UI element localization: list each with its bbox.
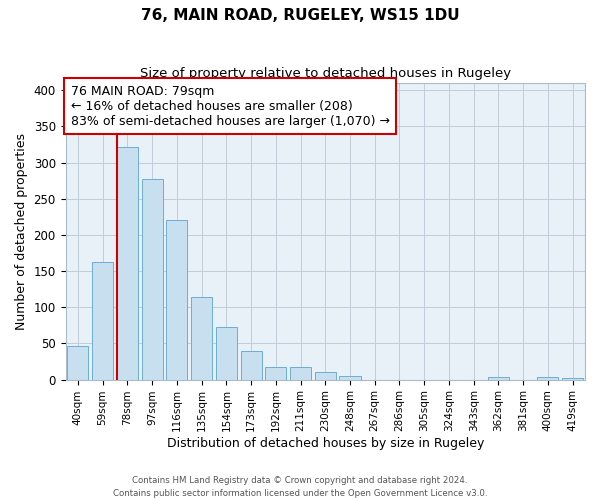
Text: 76 MAIN ROAD: 79sqm
← 16% of detached houses are smaller (208)
83% of semi-detac: 76 MAIN ROAD: 79sqm ← 16% of detached ho… (71, 84, 390, 128)
Bar (265, 366, 286, 380)
Bar (538, 378, 559, 380)
Bar (241, 352, 262, 380)
Bar (166, 220, 187, 380)
Bar (216, 327, 237, 380)
X-axis label: Distribution of detached houses by size in Rugeley: Distribution of detached houses by size … (167, 437, 484, 450)
Bar (488, 376, 509, 380)
Bar (562, 378, 583, 380)
Bar (142, 178, 163, 380)
Text: Contains HM Land Registry data © Crown copyright and database right 2024.
Contai: Contains HM Land Registry data © Crown c… (113, 476, 487, 498)
Bar (290, 366, 311, 380)
Bar (315, 372, 336, 380)
Bar (117, 146, 138, 380)
Text: 76, MAIN ROAD, RUGELEY, WS15 1DU: 76, MAIN ROAD, RUGELEY, WS15 1DU (140, 8, 460, 22)
Bar (340, 376, 361, 380)
Bar (67, 346, 88, 380)
Y-axis label: Number of detached properties: Number of detached properties (15, 133, 28, 330)
Bar (191, 297, 212, 380)
Bar (92, 262, 113, 380)
Title: Size of property relative to detached houses in Rugeley: Size of property relative to detached ho… (140, 68, 511, 80)
